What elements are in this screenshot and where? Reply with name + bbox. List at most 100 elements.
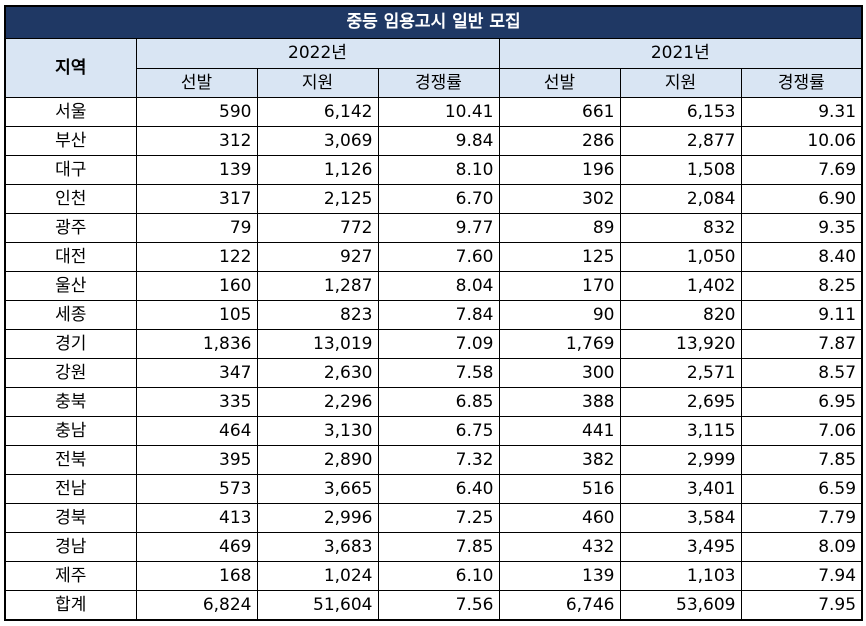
- ratio-2022-cell: 9.77: [377, 213, 500, 243]
- applicants-2021-cell: 1,402: [619, 271, 742, 301]
- ratio-2022-cell: 7.85: [377, 532, 500, 562]
- region-cell: 세종: [4, 300, 137, 330]
- table-row: 강원 347 2,630 7.58 300 2,571 8.57: [4, 358, 863, 388]
- selected-2022-cell: 168: [135, 561, 258, 591]
- ratio-2022-cell: 7.60: [377, 242, 500, 272]
- region-cell: 대전: [4, 242, 137, 272]
- region-cell: 제주: [4, 561, 137, 591]
- ratio-2021-cell: 8.09: [740, 532, 863, 562]
- year-2021-header: 2021년: [498, 38, 863, 69]
- selected-2022-cell: 160: [135, 271, 258, 301]
- ratio-2022-cell: 6.85: [377, 387, 500, 417]
- region-cell: 서울: [4, 97, 137, 127]
- selected-2022-cell: 1,836: [135, 329, 258, 359]
- applicants-2021-cell: 820: [619, 300, 742, 330]
- ratio-2021-cell: 6.59: [740, 474, 863, 504]
- selected-2021-cell: 388: [498, 387, 621, 417]
- applicants-2022-cell: 3,683: [256, 532, 379, 562]
- year-2022-header: 2022년: [135, 38, 500, 69]
- applicants-2021-cell: 3,401: [619, 474, 742, 504]
- applicants-2021-cell: 3,495: [619, 532, 742, 562]
- region-cell: 인천: [4, 184, 137, 214]
- applicants-2021-cell: 2,999: [619, 445, 742, 475]
- applicants-2021-cell: 2,084: [619, 184, 742, 214]
- table-row: 경기 1,836 13,019 7.09 1,769 13,920 7.87: [4, 329, 863, 359]
- region-cell: 충북: [4, 387, 137, 417]
- applicants-2022-cell: 823: [256, 300, 379, 330]
- ratio-2021-cell: 7.79: [740, 503, 863, 533]
- applicants-2022-cell: 3,130: [256, 416, 379, 446]
- selected-2022-cell: 464: [135, 416, 258, 446]
- table-row: 경북 413 2,996 7.25 460 3,584 7.79: [4, 503, 863, 533]
- ratio-2022-cell: 6.10: [377, 561, 500, 591]
- selected-2021-cell: 90: [498, 300, 621, 330]
- ratio-2022-cell: 9.84: [377, 126, 500, 156]
- region-cell: 경북: [4, 503, 137, 533]
- applicants-2021-cell: 13,920: [619, 329, 742, 359]
- ratio-2021-cell: 7.87: [740, 329, 863, 359]
- selected-2022-cell: 573: [135, 474, 258, 504]
- year-header-row: 지역 2022년 2021년: [4, 38, 863, 98]
- ratio-2022-cell: 7.56: [377, 590, 500, 621]
- ratio-2022-cell: 10.41: [377, 97, 500, 127]
- table-row: 제주 168 1,024 6.10 139 1,103 7.94: [4, 561, 863, 591]
- table-row: 충북 335 2,296 6.85 388 2,695 6.95: [4, 387, 863, 417]
- selected-2022-cell: 335: [135, 387, 258, 417]
- ratio-2022-cell: 8.10: [377, 155, 500, 185]
- region-cell: 부산: [4, 126, 137, 156]
- applicants-2022-cell: 2,296: [256, 387, 379, 417]
- applicants-2021-cell: 6,153: [619, 97, 742, 127]
- ratio-2021-cell: 8.57: [740, 358, 863, 388]
- selected-2022-cell: 347: [135, 358, 258, 388]
- applicants-2022-cell: 2,890: [256, 445, 379, 475]
- selected-2021-cell: 125: [498, 242, 621, 272]
- region-cell: 대구: [4, 155, 137, 185]
- table-row: 대전 122 927 7.60 125 1,050 8.40: [4, 242, 863, 272]
- selected-2021-cell: 89: [498, 213, 621, 243]
- selected-2021-cell: 460: [498, 503, 621, 533]
- applicants-2021-cell: 1,050: [619, 242, 742, 272]
- ratio-2021-cell: 9.35: [740, 213, 863, 243]
- applicants-2022-cell: 2,125: [256, 184, 379, 214]
- selected-2022-cell: 312: [135, 126, 258, 156]
- sub-header-row: 선발 지원 경쟁률 선발 지원 경쟁률: [5, 68, 863, 98]
- selected-2022-cell: 105: [135, 300, 258, 330]
- selected-2021-cell: 516: [498, 474, 621, 504]
- table-row: 대구 139 1,126 8.10 196 1,508 7.69: [4, 155, 863, 185]
- selected-2021-cell: 170: [498, 271, 621, 301]
- selected-2021-header: 선발: [498, 68, 621, 98]
- ratio-2022-cell: 7.58: [377, 358, 500, 388]
- selected-2021-cell: 196: [498, 155, 621, 185]
- region-cell: 울산: [4, 271, 137, 301]
- ratio-2021-header: 경쟁률: [740, 68, 863, 98]
- selected-2021-cell: 302: [498, 184, 621, 214]
- ratio-2022-cell: 6.70: [377, 184, 500, 214]
- table-row: 부산 312 3,069 9.84 286 2,877 10.06: [4, 126, 863, 156]
- ratio-2021-cell: 9.31: [740, 97, 863, 127]
- region-cell: 강원: [4, 358, 137, 388]
- ratio-2021-cell: 7.85: [740, 445, 863, 475]
- selected-2021-cell: 139: [498, 561, 621, 591]
- selected-2021-cell: 1,769: [498, 329, 621, 359]
- selected-2022-cell: 395: [135, 445, 258, 475]
- selected-2022-header: 선발: [135, 68, 258, 98]
- applicants-2021-cell: 53,609: [619, 590, 742, 621]
- applicants-2022-cell: 3,069: [256, 126, 379, 156]
- ratio-2022-cell: 7.25: [377, 503, 500, 533]
- selected-2021-cell: 286: [498, 126, 621, 156]
- table-row: 충남 464 3,130 6.75 441 3,115 7.06: [4, 416, 863, 446]
- applicants-2022-cell: 3,665: [256, 474, 379, 504]
- selected-2021-cell: 6,746: [498, 590, 621, 621]
- applicants-2021-cell: 2,877: [619, 126, 742, 156]
- ratio-2021-cell: 8.40: [740, 242, 863, 272]
- applicants-2022-header: 지원: [256, 68, 379, 98]
- ratio-2022-cell: 7.09: [377, 329, 500, 359]
- table-body: 서울 590 6,142 10.41 661 6,153 9.31 부산 312 3,069 9.8…: [4, 97, 863, 621]
- region-cell: 경기: [4, 329, 137, 359]
- table-row: 광주 79 772 9.77 89 832 9.35: [4, 213, 863, 243]
- selected-2022-cell: 139: [135, 155, 258, 185]
- selected-2022-cell: 469: [135, 532, 258, 562]
- applicants-2022-cell: 51,604: [256, 590, 379, 621]
- selected-2022-cell: 6,824: [135, 590, 258, 621]
- selected-2022-cell: 317: [135, 184, 258, 214]
